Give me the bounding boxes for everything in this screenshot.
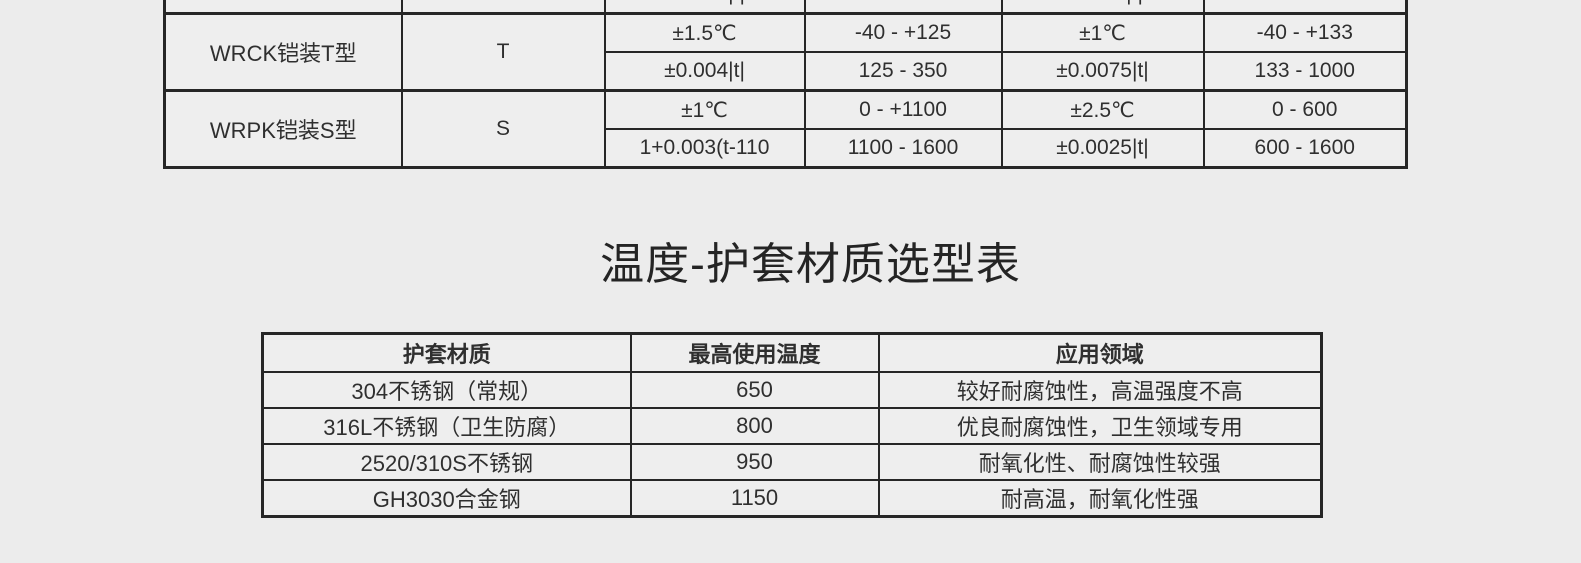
column-header-material: 护套材质 <box>261 332 632 373</box>
table-cell: ±2.5℃ <box>1000 89 1205 130</box>
graduation-cell: T <box>400 12 606 92</box>
table-cell: 1+0.003(t-110 <box>603 128 806 169</box>
table-cell: -40 - +125 <box>803 12 1003 53</box>
application-cell: 耐高温，耐氧化性强 <box>877 479 1323 518</box>
table-row: 304不锈钢（常规） 650 较好耐腐蚀性，高温强度不高 <box>261 371 1323 409</box>
table-cell: ±0.004|t| <box>603 0 806 15</box>
application-cell: 优良耐腐蚀性，卫生领域专用 <box>877 407 1323 445</box>
table-cell: ±1.5℃ <box>603 12 806 53</box>
table-cell: 133 - 1000 <box>1202 51 1408 92</box>
material-table-header-row: 护套材质 最高使用温度 应用领域 <box>261 332 1323 373</box>
table-cell: 375 - 750 <box>803 0 1003 15</box>
table-cell: -40 - +133 <box>1202 12 1408 53</box>
table-cell <box>400 0 606 15</box>
material-table: 护套材质 最高使用温度 应用领域 304不锈钢（常规） 650 较好耐腐蚀性，高… <box>261 332 1323 518</box>
table-cell: ±0.004|t| <box>1000 0 1205 15</box>
tolerance-row-S-line1: WRPK铠装S型 S ±1℃ 0 - +1100 ±2.5℃ 0 - 600 <box>163 89 1408 169</box>
table-cell: 125 - 350 <box>803 51 1003 92</box>
material-cell: 2520/310S不锈钢 <box>261 443 632 481</box>
max-temp-cell: 800 <box>629 407 880 445</box>
application-cell: 较好耐腐蚀性，高温强度不高 <box>877 371 1323 409</box>
table-cell: 600 - 1600 <box>1202 128 1408 169</box>
table-cell: 333 - 750 <box>1202 0 1408 15</box>
table-cell: ±1℃ <box>1000 12 1205 53</box>
table-row: 2520/310S不锈钢 950 耐氧化性、耐腐蚀性较强 <box>261 443 1323 481</box>
tolerance-table: ±0.004|t| 375 - 750 ±0.004|t| 333 - 750 … <box>163 0 1408 169</box>
table-cell: 0 - +1100 <box>803 89 1003 130</box>
tolerance-table-wrapper: ±0.004|t| 375 - 750 ±0.004|t| 333 - 750 … <box>163 0 1408 169</box>
table-cell: ±0.0075|t| <box>1000 51 1205 92</box>
table-row: 316L不锈钢（卫生防腐） 800 优良耐腐蚀性，卫生领域专用 <box>261 407 1323 445</box>
material-cell: 304不锈钢（常规） <box>261 371 632 409</box>
tolerance-row-T-line1: WRCK铠装T型 T ±1.5℃ -40 - +125 ±1℃ -40 - +1… <box>163 12 1408 92</box>
table-cell: 0 - 600 <box>1202 89 1408 130</box>
thermocouple-name-cell: WRCK铠装T型 <box>163 12 403 92</box>
table-cell <box>163 0 403 15</box>
tolerance-partial-row: ±0.004|t| 375 - 750 ±0.004|t| 333 - 750 <box>163 0 1408 15</box>
material-cell: 316L不锈钢（卫生防腐） <box>261 407 632 445</box>
table-cell: ±0.004|t| <box>603 51 806 92</box>
column-header-max-temp: 最高使用温度 <box>629 332 880 373</box>
tolerance-row-T-line2: ±0.004|t| 125 - 350 ±0.0075|t| 133 - 100… <box>165 51 1408 92</box>
column-header-application: 应用领域 <box>877 332 1323 373</box>
max-temp-cell: 650 <box>629 371 880 409</box>
application-cell: 耐氧化性、耐腐蚀性较强 <box>877 443 1323 481</box>
tolerance-row-S-line2: 1+0.003(t-110 1100 - 1600 ±0.0025|t| 600… <box>165 128 1408 169</box>
section-title: 温度-护套材质选型表 <box>600 240 1021 289</box>
table-cell: ±0.0025|t| <box>1000 128 1205 169</box>
graduation-cell: S <box>400 89 606 169</box>
max-temp-cell: 950 <box>629 443 880 481</box>
table-cell: 1100 - 1600 <box>803 128 1003 169</box>
material-cell: GH3030合金钢 <box>261 479 632 518</box>
material-table-wrapper: 护套材质 最高使用温度 应用领域 304不锈钢（常规） 650 较好耐腐蚀性，高… <box>261 332 1323 518</box>
thermocouple-name-cell: WRPK铠装S型 <box>163 89 403 169</box>
table-cell: ±1℃ <box>603 89 806 130</box>
max-temp-cell: 1150 <box>629 479 880 518</box>
table-row: GH3030合金钢 1150 耐高温，耐氧化性强 <box>261 479 1323 518</box>
